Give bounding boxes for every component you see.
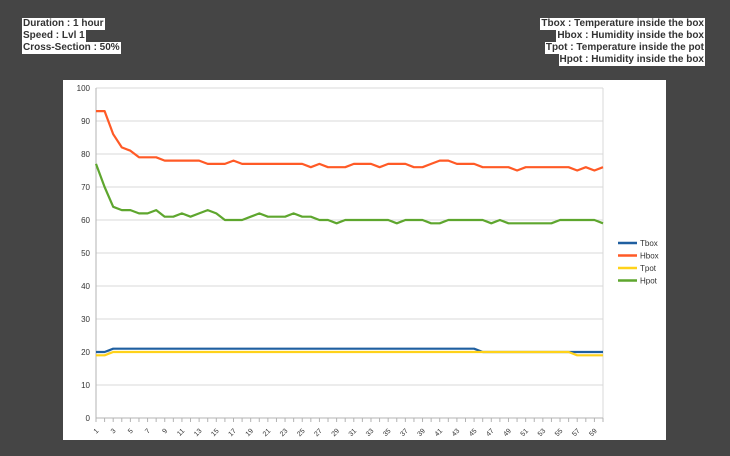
legend-label-hbox: Hbox xyxy=(640,252,659,261)
speed-note: Speed : Lvl 1 xyxy=(22,30,86,42)
x-tick-label: 39 xyxy=(416,428,427,439)
hpot-description: Hpot : Humidity inside the box xyxy=(558,54,705,66)
x-tick-label: 59 xyxy=(588,428,599,439)
y-tick-label: 100 xyxy=(77,84,91,93)
x-tick-label: 9 xyxy=(161,428,169,436)
x-tick-label: 33 xyxy=(365,428,376,439)
series-line-hpot xyxy=(94,163,604,225)
test-parameters: Duration : 1 hour Speed : Lvl 1 Cross-Se… xyxy=(22,18,121,54)
x-tick-label: 37 xyxy=(399,428,410,439)
x-tick-label: 7 xyxy=(144,428,152,436)
x-tick-label: 27 xyxy=(313,428,324,439)
hbox-description: Hbox : Humidity inside the box xyxy=(556,30,705,42)
tbox-description: Tbox : Temperature inside the box xyxy=(540,18,705,30)
legend-label-tpot: Tpot xyxy=(640,264,657,273)
legend-label-hpot: Hpot xyxy=(640,277,658,286)
x-tick-label: 29 xyxy=(331,428,342,439)
x-tick-label: 15 xyxy=(210,428,221,439)
y-tick-label: 40 xyxy=(81,282,90,291)
y-tick-label: 30 xyxy=(81,315,90,324)
x-tick-label: 47 xyxy=(485,428,496,439)
x-tick-label: 19 xyxy=(245,428,256,439)
x-tick-label: 43 xyxy=(451,428,462,439)
cross-section-note: Cross-Section : 50% xyxy=(22,42,121,54)
legend-label-tbox: Tbox xyxy=(640,239,658,248)
x-tick-label: 13 xyxy=(193,428,204,439)
x-tick-label: 3 xyxy=(110,428,118,436)
x-tick-label: 5 xyxy=(127,428,135,436)
x-tick-label: 57 xyxy=(571,428,582,439)
x-tick-label: 25 xyxy=(296,428,307,439)
x-tick-label: 35 xyxy=(382,428,393,439)
series-line-hbox xyxy=(96,110,604,172)
x-tick-label: 41 xyxy=(434,428,445,439)
x-tick-label: 53 xyxy=(537,428,548,439)
y-tick-label: 10 xyxy=(81,381,90,390)
duration-note: Duration : 1 hour xyxy=(22,18,105,30)
y-tick-label: 0 xyxy=(86,414,91,423)
y-tick-label: 50 xyxy=(81,249,90,258)
x-tick-label: 11 xyxy=(176,428,186,438)
x-tick-label: 55 xyxy=(554,428,565,439)
y-tick-label: 80 xyxy=(81,150,90,159)
y-tick-label: 20 xyxy=(81,348,90,357)
legend-descriptions: Tbox : Temperature inside the box Hbox :… xyxy=(540,18,705,66)
series-line-tpot xyxy=(96,350,603,357)
y-tick-label: 60 xyxy=(81,216,90,225)
x-tick-label: 49 xyxy=(502,428,513,439)
line-chart: 0 10 20 30 40 50 60 70 80 90 100 1 3 5 7 9 11 13 15 17 19 21 2… xyxy=(63,80,666,440)
x-tick-label: 23 xyxy=(279,428,290,439)
tpot-description: Tpot : Temperature inside the pot xyxy=(544,42,705,54)
x-tick-label: 51 xyxy=(520,428,531,439)
y-tick-label: 90 xyxy=(81,117,90,126)
x-tick-label: 45 xyxy=(468,428,479,439)
y-tick-label: 70 xyxy=(81,183,90,192)
x-tick-label: 17 xyxy=(227,428,238,439)
x-tick-label: 31 xyxy=(348,428,359,439)
x-tick-label: 21 xyxy=(262,428,273,439)
x-tick-label: 1 xyxy=(93,428,101,436)
